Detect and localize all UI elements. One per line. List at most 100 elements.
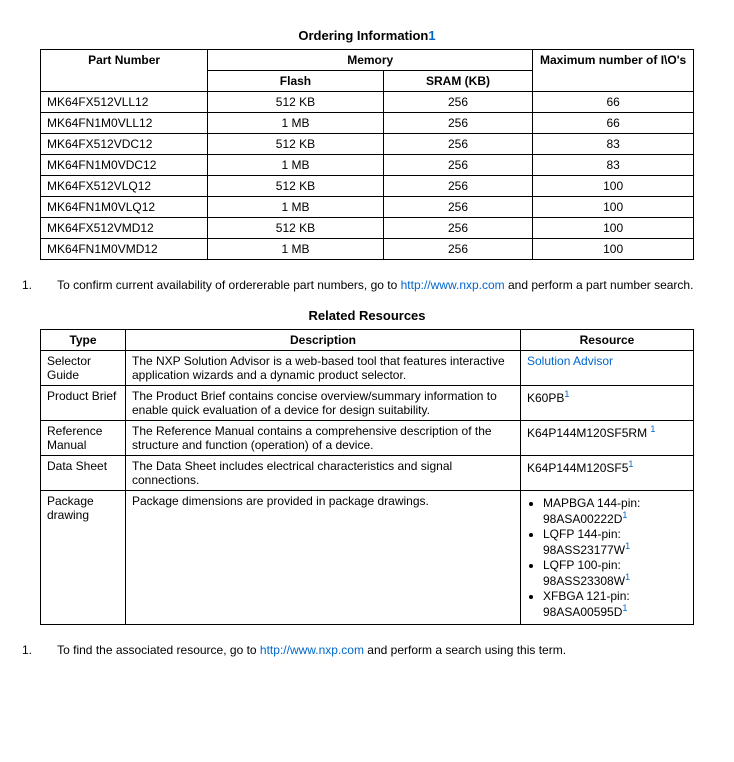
cell-desc: The Product Brief contains concise overv… xyxy=(126,386,521,421)
cell-flash: 1 MB xyxy=(208,155,384,176)
table-row: Selector GuideThe NXP Solution Advisor i… xyxy=(41,351,694,386)
cell-part: MK64FX512VLQ12 xyxy=(41,176,208,197)
package-item: LQFP 100-pin:98ASS23308W1 xyxy=(543,558,687,588)
cell-io: 83 xyxy=(533,155,694,176)
footnote-pre: To find the associated resource, go to xyxy=(57,643,260,657)
package-item: MAPBGA 144-pin: 98ASA00222D1 xyxy=(543,496,687,526)
package-label: MAPBGA 144-pin: xyxy=(543,496,640,510)
package-footnote-ref: 1 xyxy=(625,541,630,551)
table-row: MK64FX512VDC12512 KB25683 xyxy=(41,134,694,155)
cell-flash: 512 KB xyxy=(208,218,384,239)
package-label: LQFP 144-pin: xyxy=(543,527,621,541)
cell-sram: 256 xyxy=(383,218,533,239)
footnote-link[interactable]: http://www.nxp.com xyxy=(401,278,505,292)
table-row: Package drawingPackage dimensions are pr… xyxy=(41,491,694,625)
cell-part: MK64FN1M0VLL12 xyxy=(41,113,208,134)
cell-flash: 512 KB xyxy=(208,134,384,155)
cell-io: 66 xyxy=(533,92,694,113)
resource-text: K64P144M120SF5RM xyxy=(527,426,650,440)
table-row: MK64FX512VMD12512 KB256100 xyxy=(41,218,694,239)
ordering-title-text: Ordering Information xyxy=(298,28,428,43)
col-io: Maximum number of I\O's xyxy=(533,50,694,92)
cell-desc: The Data Sheet includes electrical chara… xyxy=(126,456,521,491)
package-item: XFBGA 121-pin: 98ASA00595D1 xyxy=(543,589,687,619)
package-code: 98ASA00222D xyxy=(543,512,622,526)
package-code: 98ASA00595D xyxy=(543,605,622,619)
resource-footnote-ref: 1 xyxy=(650,424,655,434)
table-row: MK64FN1M0VMD121 MB256100 xyxy=(41,239,694,260)
cell-part: MK64FN1M0VDC12 xyxy=(41,155,208,176)
table-row: MK64FN1M0VLQ121 MB256100 xyxy=(41,197,694,218)
cell-resource: K64P144M120SF5RM 1 xyxy=(521,421,694,456)
package-label: XFBGA 121-pin: xyxy=(543,589,630,603)
package-footnote-ref: 1 xyxy=(622,510,627,520)
cell-io: 100 xyxy=(533,176,694,197)
resource-footnote-ref: 1 xyxy=(564,389,569,399)
cell-part: MK64FX512VDC12 xyxy=(41,134,208,155)
cell-type: Reference Manual xyxy=(41,421,126,456)
cell-part: MK64FN1M0VLQ12 xyxy=(41,197,208,218)
ordering-footnote: 1. To confirm current availability of or… xyxy=(40,278,694,292)
resource-footnote-ref: 1 xyxy=(628,459,633,469)
package-list: MAPBGA 144-pin:98ASA00222D1LQFP 144-pin:… xyxy=(543,496,687,619)
cell-flash: 1 MB xyxy=(208,197,384,218)
table-row: MK64FX512VLQ12512 KB256100 xyxy=(41,176,694,197)
cell-sram: 256 xyxy=(383,197,533,218)
footnote-link[interactable]: http://www.nxp.com xyxy=(260,643,364,657)
resource-text: K60PB xyxy=(527,391,564,405)
cell-sram: 256 xyxy=(383,92,533,113)
ordering-title: Ordering Information1 xyxy=(40,28,694,43)
col-part: Part Number xyxy=(41,50,208,92)
table-row: MK64FN1M0VLL121 MB25666 xyxy=(41,113,694,134)
cell-resource: Solution Advisor xyxy=(521,351,694,386)
resource-text: K64P144M120SF5 xyxy=(527,461,628,475)
table-row: Reference ManualThe Reference Manual con… xyxy=(41,421,694,456)
col-res: Resource xyxy=(521,330,694,351)
col-desc: Description xyxy=(126,330,521,351)
footnote-post: and perform a part number search. xyxy=(505,278,694,292)
table-row: MK64FX512VLL12512 KB25666 xyxy=(41,92,694,113)
ordering-table: Part Number Memory Maximum number of I\O… xyxy=(40,49,694,260)
cell-part: MK64FX512VMD12 xyxy=(41,218,208,239)
col-memory: Memory xyxy=(208,50,533,71)
package-item: LQFP 144-pin: 98ASS23177W1 xyxy=(543,527,687,557)
package-footnote-ref: 1 xyxy=(622,603,627,613)
cell-part: MK64FX512VLL12 xyxy=(41,92,208,113)
package-footnote-ref: 1 xyxy=(625,572,630,582)
cell-io: 66 xyxy=(533,113,694,134)
col-type: Type xyxy=(41,330,126,351)
cell-sram: 256 xyxy=(383,176,533,197)
footnote-post: and perform a search using this term. xyxy=(364,643,566,657)
cell-sram: 256 xyxy=(383,134,533,155)
table-row: MK64FN1M0VDC121 MB25683 xyxy=(41,155,694,176)
cell-io: 100 xyxy=(533,239,694,260)
cell-resource: MAPBGA 144-pin:98ASA00222D1LQFP 144-pin:… xyxy=(521,491,694,625)
resource-link[interactable]: Solution Advisor xyxy=(527,354,613,368)
cell-sram: 256 xyxy=(383,239,533,260)
cell-type: Package drawing xyxy=(41,491,126,625)
cell-io: 100 xyxy=(533,218,694,239)
footnote-num: 1. xyxy=(40,278,54,292)
package-code: 98ASS23308W xyxy=(543,574,625,588)
cell-type: Data Sheet xyxy=(41,456,126,491)
cell-io: 100 xyxy=(533,197,694,218)
cell-io: 83 xyxy=(533,134,694,155)
col-flash: Flash xyxy=(208,71,384,92)
footnote-num: 1. xyxy=(40,643,54,657)
cell-desc: Package dimensions are provided in packa… xyxy=(126,491,521,625)
ordering-title-ref: 1 xyxy=(428,28,435,43)
cell-type: Selector Guide xyxy=(41,351,126,386)
resources-table: Type Description Resource Selector Guide… xyxy=(40,329,694,625)
cell-desc: The NXP Solution Advisor is a web-based … xyxy=(126,351,521,386)
footnote-pre: To confirm current availability of order… xyxy=(57,278,401,292)
cell-flash: 512 KB xyxy=(208,92,384,113)
table-row: Data SheetThe Data Sheet includes electr… xyxy=(41,456,694,491)
cell-resource: K64P144M120SF51 xyxy=(521,456,694,491)
cell-part: MK64FN1M0VMD12 xyxy=(41,239,208,260)
col-sram: SRAM (KB) xyxy=(383,71,533,92)
resources-footnote: 1. To find the associated resource, go t… xyxy=(40,643,694,657)
table-row: Product BriefThe Product Brief contains … xyxy=(41,386,694,421)
package-code: 98ASS23177W xyxy=(543,543,625,557)
cell-flash: 1 MB xyxy=(208,113,384,134)
cell-type: Product Brief xyxy=(41,386,126,421)
